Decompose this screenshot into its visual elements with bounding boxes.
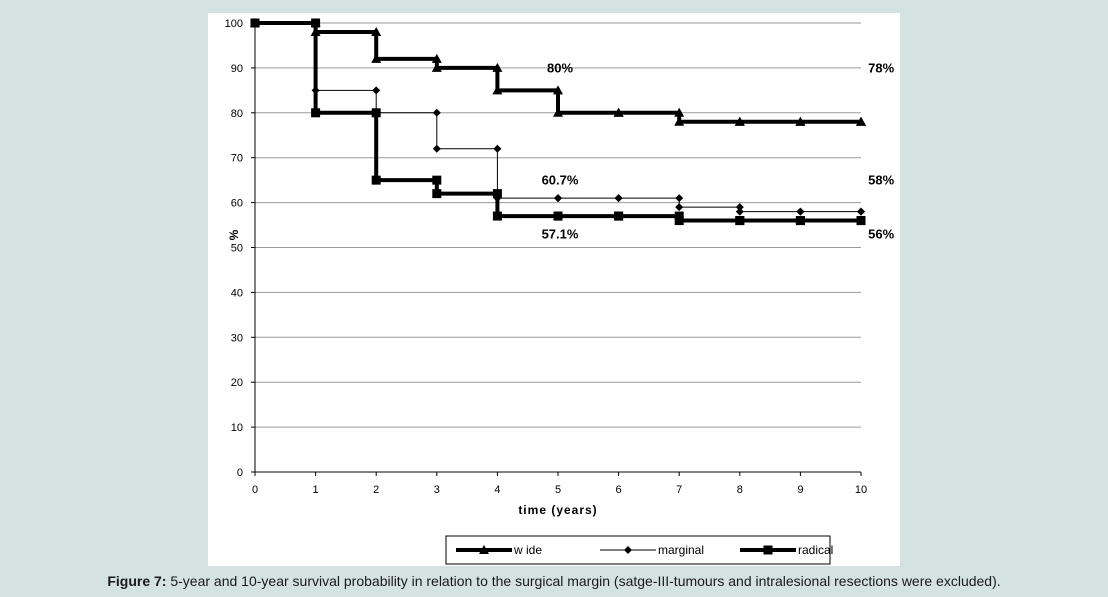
marker-triangle	[795, 116, 806, 126]
y-tick-label: 20	[231, 377, 243, 389]
marker-triangle	[674, 116, 685, 126]
marker-square	[432, 189, 442, 199]
marker-square	[763, 545, 773, 555]
legend-items: w ide marginal radical	[456, 543, 833, 557]
figure-caption: Figure 7: 5-year and 10-year survival pr…	[0, 573, 1108, 589]
marker-square	[856, 216, 866, 226]
marker-triangle	[553, 85, 563, 95]
marker-square	[795, 216, 805, 226]
marker-diamond	[372, 86, 381, 95]
marker-triangle	[492, 85, 503, 95]
marker-diamond	[735, 203, 744, 212]
marker-diamond	[614, 194, 623, 203]
x-tick-label: 10	[855, 484, 867, 496]
marker-triangle	[734, 116, 745, 126]
x-tick-label: 2	[373, 484, 379, 496]
x-tick-label: 4	[494, 484, 500, 496]
marker-triangle	[479, 545, 489, 554]
legend: w ide marginal radical	[445, 535, 833, 565]
y-tick-label: 90	[231, 63, 243, 75]
annotation-label: 80%	[547, 60, 573, 75]
legend-item: w ide	[456, 543, 542, 557]
x-tick-label: 8	[737, 484, 743, 496]
y-tick-label: 30	[231, 332, 243, 344]
y-tick-label: 80	[231, 108, 243, 120]
x-tick-label: 6	[616, 484, 622, 496]
x-tick-label: 3	[434, 484, 440, 496]
series-wide	[250, 18, 866, 126]
caption-text: 5-year and 10-year survival probability …	[166, 573, 1001, 589]
series-radical	[250, 18, 866, 226]
marker-diamond	[857, 207, 865, 216]
marker-square	[614, 211, 624, 221]
legend-item: radical	[740, 543, 833, 557]
marker-square	[311, 108, 321, 118]
marker-triangle	[431, 62, 442, 72]
marker-triangle	[674, 107, 685, 117]
annotations: 80% 78% 60.7% 58% 57.1% 56%	[542, 60, 895, 241]
annotation-label: 58%	[868, 173, 894, 188]
marker-triangle	[553, 107, 563, 117]
marker-square	[250, 18, 260, 28]
marker-triangle	[431, 53, 442, 63]
marker-diamond	[493, 144, 502, 153]
axes: 0 10 20 30 40 50 60 70 80 90 100 0 1 2 3 4 5 6 7 8 9 10	[225, 18, 867, 496]
annotation-label: 56%	[868, 227, 894, 242]
marker-square	[371, 108, 381, 118]
survival-chart: 0 10 20 30 40 50 60 70 80 90 100 0 1 2 3 4 5 6 7 8 9 10 80% 78…	[225, 18, 895, 565]
marker-diamond	[432, 144, 441, 153]
marker-diamond	[554, 194, 562, 203]
marker-square	[553, 211, 563, 221]
marker-square	[432, 175, 442, 185]
legend-label: marginal	[658, 543, 704, 557]
marker-triangle	[856, 116, 866, 126]
marker-square	[492, 211, 502, 221]
marker-square	[674, 216, 684, 226]
marker-diamond	[735, 207, 744, 216]
marker-triangle	[371, 26, 382, 36]
x-axis-title: time (years)	[518, 503, 597, 517]
series-layer	[250, 18, 866, 226]
x-tick-label: 0	[252, 484, 258, 496]
x-tick-label: 7	[676, 484, 682, 496]
marker-triangle	[613, 107, 624, 117]
marker-diamond	[675, 194, 684, 203]
x-tick-label: 1	[313, 484, 319, 496]
legend-label: radical	[798, 543, 833, 557]
marker-diamond	[624, 546, 632, 554]
marker-triangle	[371, 53, 382, 63]
x-tick-label: 5	[555, 484, 561, 496]
y-axis-title: %	[227, 229, 241, 240]
marker-square	[492, 189, 502, 199]
y-tick-label: 0	[237, 467, 243, 479]
y-tick-label: 40	[231, 287, 243, 299]
y-tick-label: 50	[231, 243, 243, 255]
marker-square	[371, 175, 381, 185]
series-line	[255, 21, 861, 223]
legend-label: w ide	[513, 543, 542, 557]
annotation-label: 78%	[868, 60, 894, 75]
y-tick-label: 10	[231, 422, 243, 434]
y-tick-label: 70	[231, 153, 243, 165]
figure-panel: 0 10 20 30 40 50 60 70 80 90 100 0 1 2 3 4 5 6 7 8 9 10 80% 78…	[208, 13, 900, 566]
legend-item: marginal	[600, 543, 704, 557]
marker-diamond	[675, 203, 684, 212]
grid	[255, 22, 861, 428]
y-tick-label: 100	[225, 18, 243, 30]
caption-label: Figure 7:	[107, 573, 167, 589]
marker-square	[735, 216, 745, 226]
annotation-label: 57.1%	[542, 227, 579, 242]
marker-triangle	[492, 62, 503, 72]
marker-square	[311, 18, 321, 28]
annotation-label: 60.7%	[542, 173, 579, 188]
marker-diamond	[796, 207, 805, 216]
y-tick-label: 60	[231, 198, 243, 210]
x-tick-label: 9	[797, 484, 803, 496]
marker-diamond	[432, 108, 441, 117]
